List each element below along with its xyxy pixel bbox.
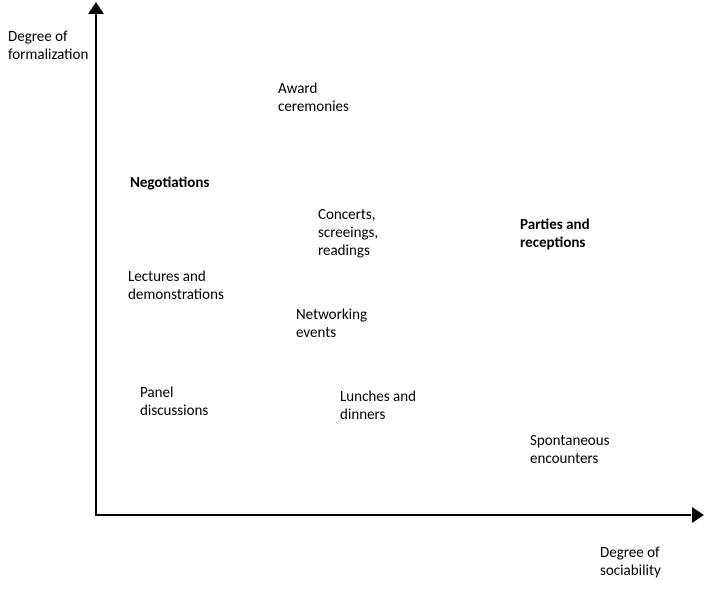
item-networking: Networking events [296, 306, 367, 342]
item-lunches: Lunches and dinners [340, 388, 416, 424]
x-axis-arrow [692, 507, 704, 523]
item-negotiations: Negotiations [130, 174, 209, 192]
item-concerts: Concerts, screeings, readings [318, 206, 378, 260]
item-panel: Panel discussions [140, 384, 208, 420]
y-axis-line [95, 10, 97, 516]
chart-container: Degree of formalization Degree of sociab… [0, 0, 724, 607]
y-axis-arrow [88, 2, 104, 14]
item-spontaneous: Spontaneous encounters [530, 432, 609, 468]
item-lectures: Lectures and demonstrations [128, 268, 224, 304]
x-axis-label: Degree of sociability [600, 544, 661, 580]
x-axis-line [95, 514, 691, 516]
item-award-ceremonies: Award ceremonies [278, 80, 349, 116]
item-parties: Parties and receptions [520, 216, 590, 252]
y-axis-label: Degree of formalization [8, 28, 88, 64]
